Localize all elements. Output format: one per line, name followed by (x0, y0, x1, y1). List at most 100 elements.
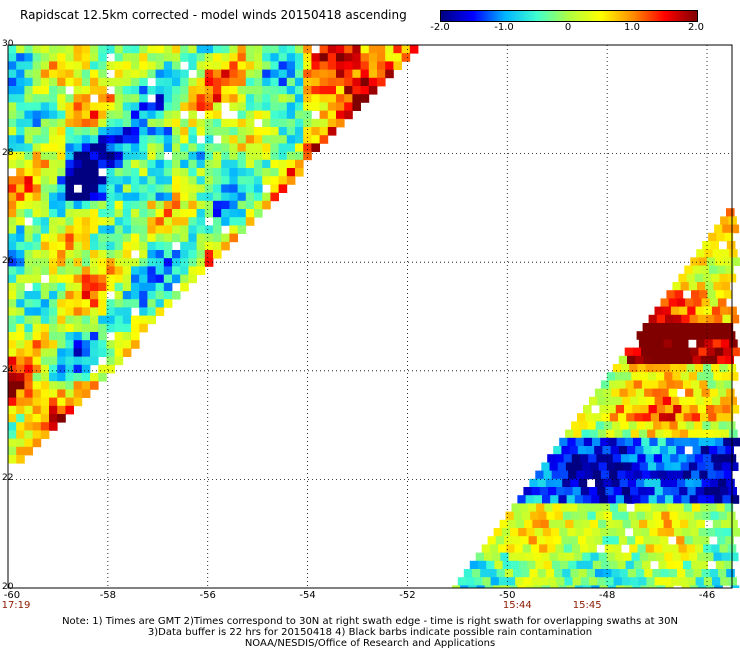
wind-difference-cell (631, 372, 640, 381)
wind-difference-cell (480, 569, 489, 578)
wind-difference-cell (262, 200, 271, 210)
wind-difference-cell (40, 168, 50, 177)
wind-difference-cell (245, 127, 255, 136)
wind-difference-cell (32, 168, 42, 177)
wind-difference-cell (172, 209, 181, 218)
wind-difference-cell (677, 331, 687, 340)
wind-difference-cell (703, 306, 713, 316)
wind-difference-cell (710, 241, 719, 250)
wind-difference-cell (571, 454, 581, 463)
wind-difference-cell (715, 470, 725, 480)
wind-difference-cell (561, 446, 570, 455)
wind-difference-cell (106, 250, 115, 259)
wind-difference-cell (680, 372, 690, 381)
wind-difference-cell (188, 143, 197, 152)
wind-difference-cell (644, 478, 653, 488)
wind-difference-cell (229, 233, 238, 243)
wind-difference-cell (81, 266, 91, 275)
wind-difference-cell (65, 176, 74, 185)
wind-difference-cell (188, 127, 197, 136)
wind-difference-cell (541, 462, 550, 471)
wind-difference-cell (16, 446, 25, 456)
wind-difference-cell (303, 77, 312, 87)
wind-difference-cell (49, 135, 58, 144)
wind-difference-cell (49, 291, 58, 300)
wind-difference-cell (659, 536, 669, 545)
wind-difference-cell (81, 381, 91, 390)
wind-difference-cell (525, 495, 535, 504)
wind-difference-cell (204, 168, 214, 177)
wind-difference-cell (682, 437, 691, 447)
wind-difference-cell (460, 585, 469, 588)
wind-difference-cell (213, 168, 222, 177)
wind-difference-cell (196, 209, 206, 218)
wind-difference-cell (721, 552, 731, 562)
wind-difference-cell (32, 414, 42, 423)
wind-difference-cell (671, 396, 680, 406)
wind-difference-cell (65, 200, 74, 210)
wind-difference-cell (286, 151, 296, 161)
wind-difference-cell (73, 69, 83, 79)
wind-difference-cell (221, 53, 230, 62)
wind-difference-cell (81, 143, 91, 152)
wind-difference-cell (114, 356, 124, 366)
wind-difference-cell (715, 560, 725, 570)
wind-difference-cell (32, 340, 42, 349)
wind-difference-cell (690, 437, 699, 447)
wind-difference-cell (114, 176, 124, 185)
wind-difference-cell (57, 233, 66, 243)
wind-difference-cell (147, 315, 156, 325)
wind-difference-cell (24, 127, 33, 136)
wind-difference-cell (692, 536, 702, 545)
wind-difference-cell (685, 388, 694, 398)
wind-difference-cell (8, 200, 17, 210)
wind-difference-cell (24, 348, 33, 357)
wind-difference-cell (81, 364, 91, 374)
wind-difference-cell (49, 323, 58, 333)
wind-difference-cell (131, 266, 140, 275)
longitude-label: -52 (399, 590, 416, 601)
wind-difference-cell (650, 380, 659, 389)
wind-difference-cell (650, 503, 660, 512)
wind-difference-cell (229, 184, 238, 193)
wind-difference-cell (542, 495, 551, 504)
wind-difference-cell (8, 192, 17, 202)
wind-difference-cell (632, 405, 641, 414)
wind-difference-cell (393, 61, 402, 70)
wind-difference-cell (147, 135, 156, 144)
wind-difference-cell (114, 102, 124, 111)
wind-difference-cell (638, 339, 648, 348)
wind-difference-cell (49, 422, 58, 431)
wind-difference-cell (568, 560, 577, 570)
wind-difference-cell (295, 168, 304, 177)
wind-difference-cell (16, 340, 25, 349)
wind-difference-cell (163, 110, 173, 120)
wind-difference-cell (65, 217, 74, 226)
wind-difference-cell (723, 257, 732, 266)
wind-difference-cell (49, 414, 58, 423)
wind-difference-cell (635, 536, 644, 545)
wind-difference-cell (16, 430, 25, 439)
wind-difference-cell (513, 569, 522, 578)
wind-difference-cell (8, 340, 17, 349)
wind-difference-cell (57, 209, 66, 218)
wind-difference-cell (311, 77, 320, 87)
wind-difference-cell (155, 53, 165, 62)
wind-difference-cell (49, 405, 58, 415)
wind-difference-cell (352, 94, 361, 103)
wind-difference-cell (706, 405, 715, 414)
wind-difference-cell (163, 274, 173, 284)
wind-difference-cell (278, 184, 288, 193)
wind-difference-cell (147, 266, 156, 275)
wind-difference-cell (360, 86, 370, 95)
wind-difference-cell (188, 200, 197, 210)
wind-difference-cell (49, 110, 58, 120)
wind-difference-cell (81, 118, 91, 128)
wind-difference-cell (616, 528, 626, 537)
wind-difference-cell (49, 332, 58, 341)
wind-difference-cell (703, 487, 713, 496)
wind-difference-cell (646, 396, 655, 406)
wind-difference-cell (57, 250, 66, 259)
wind-difference-cell (122, 291, 132, 300)
wind-difference-cell (237, 159, 247, 169)
